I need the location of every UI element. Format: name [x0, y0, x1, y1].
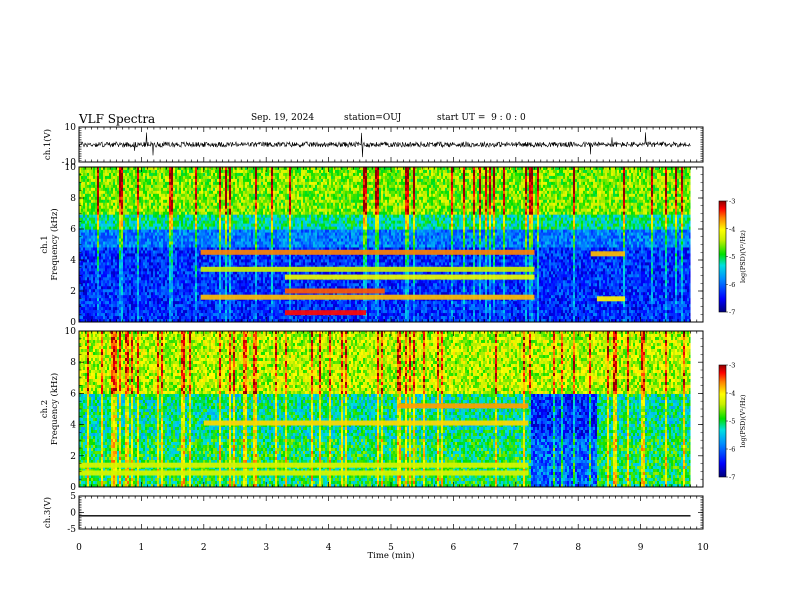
x-tick-label: 1 [139, 543, 145, 553]
ch3-waveform-y-tick-label: -5 [67, 525, 76, 535]
ch2-spectrogram-ylabel-line: ch.2 [40, 400, 50, 418]
ch2-colorbar-tick-label: -5 [729, 418, 735, 426]
ch1-colorbar [719, 201, 726, 312]
spectral-band-ch1-6 [591, 251, 625, 256]
spectral-band-ch1-5 [285, 310, 366, 315]
ch1-waveform-ylabel-line: ch.1(V) [42, 129, 53, 160]
ch1-spectrogram-ylabel: ch.1Frequency (kHz) [40, 208, 60, 280]
x-axis-label: Time (min) [367, 550, 414, 561]
spectral-band-ch2-1 [204, 421, 529, 426]
spectral-band-ch1-7 [597, 296, 625, 301]
ch1-colorbar-label: log(PSD)(V²/Hz) [739, 230, 747, 283]
ch2-colorbar-label: log(PSD)(V²/Hz) [739, 394, 747, 447]
spectral-band-ch1-4 [201, 295, 535, 300]
spectral-band-ch2-2 [79, 463, 528, 468]
ch2-colorbar-tick-label: -7 [729, 474, 735, 482]
ch1-spectrogram-y-tick-label: 6 [70, 225, 76, 235]
x-tick-label: 2 [201, 543, 207, 553]
x-tick-label: 10 [697, 543, 709, 553]
ch2-spectrogram-ylabel: ch.2Frequency (kHz) [40, 373, 60, 445]
ch2-colorbar-tick-label: -6 [729, 446, 735, 454]
spectral-band-ch1-0 [201, 250, 535, 255]
spectral-band-ch1-1 [201, 267, 535, 272]
ch2-spectrogram-y-tick-label: 2 [70, 452, 76, 462]
x-tick-label: 7 [513, 543, 519, 553]
spectral-band-ch1-3 [285, 289, 385, 294]
ch2-spectrogram-y-tick-label: 6 [70, 389, 76, 399]
ch1-spectrogram-y-tick-label: 2 [70, 287, 76, 297]
ch2-spectrogram-y-tick-label: 10 [65, 327, 77, 337]
ch3-waveform-y-tick-label: 5 [70, 492, 76, 502]
ch1-colorbar-tick-label: -3 [729, 198, 735, 206]
spectral-band-ch1-2 [285, 275, 535, 280]
ch1-waveform-trace [79, 132, 691, 157]
ch1-colorbar-tick-label: -6 [729, 281, 735, 289]
ch2-spectrogram-ylabel-line: Frequency (kHz) [49, 373, 60, 445]
ch1-spectrogram-ylabel-line: Frequency (kHz) [49, 208, 60, 280]
ch1-colorbar-tick-label: -5 [729, 253, 735, 261]
x-tick-label: 9 [638, 543, 644, 553]
ch3-waveform-ylabel-line: ch.3(V) [42, 497, 53, 528]
x-tick-label: 3 [263, 543, 269, 553]
spectral-band-ch2-3 [79, 471, 528, 476]
ch3-waveform-y-tick-label: 0 [70, 509, 76, 519]
ch1-spectrogram-y-tick-label: 4 [70, 256, 76, 266]
ch1-spectrogram-y-tick-label: 10 [65, 163, 77, 173]
ch1-colorbar-tick-label: -7 [729, 309, 735, 317]
x-tick-label: 0 [76, 543, 82, 553]
ch1-spectrogram-ylabel-line: ch.1 [40, 235, 50, 253]
x-tick-label: 8 [575, 543, 581, 553]
ch2-spectrogram-y-tick-label: 4 [70, 421, 76, 431]
ch2-spectrogram-y-tick-label: 8 [70, 358, 76, 368]
ch1-colorbar-tick-label: -4 [729, 225, 735, 233]
ch2-colorbar-tick-label: -3 [729, 362, 735, 370]
spectral-band-ch2-0 [397, 403, 528, 408]
ch3-waveform-ylabel: ch.3(V) [42, 497, 53, 528]
x-tick-label: 4 [326, 543, 332, 553]
ch1-waveform-y-tick-label: 10 [65, 123, 77, 133]
ch1-waveform-ylabel: ch.1(V) [42, 129, 53, 160]
ch2-colorbar [719, 365, 726, 477]
x-tick-label: 6 [451, 543, 457, 553]
ch2-colorbar-tick-label: -4 [729, 390, 735, 398]
ch1-spectrogram-y-tick-label: 8 [70, 194, 76, 204]
